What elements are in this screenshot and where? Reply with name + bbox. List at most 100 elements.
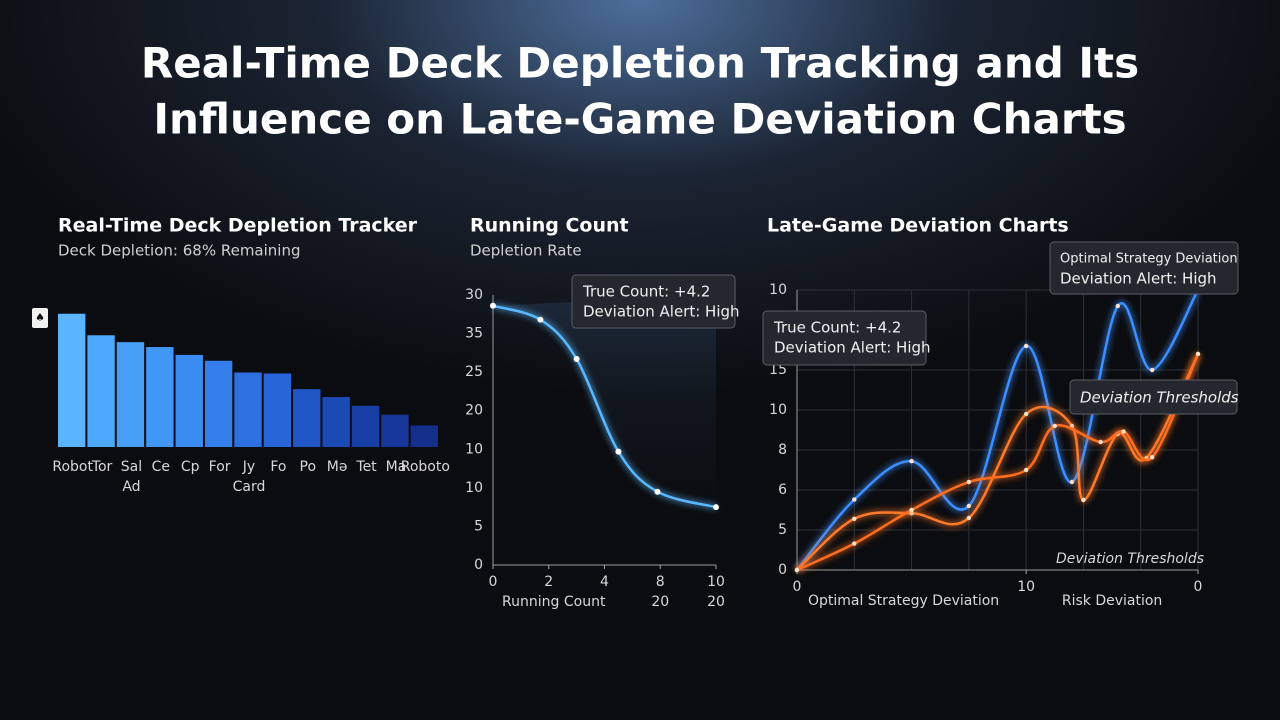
line — [796, 353, 1200, 571]
bar — [381, 414, 409, 447]
x-tick-label: Ma — [386, 459, 407, 475]
x-axis-label: 20 — [707, 594, 725, 610]
y-tick-label: 35 — [465, 326, 483, 342]
x-tick-label: 0 — [793, 579, 802, 595]
x-tick-label: 10 — [1017, 579, 1035, 595]
x-tick-label: For — [209, 459, 231, 475]
point — [1052, 423, 1057, 429]
x-tick-label: Sal — [121, 459, 142, 475]
area — [493, 295, 716, 508]
bar — [87, 335, 115, 447]
x-tick-label: Tor — [91, 459, 113, 475]
point — [966, 479, 972, 485]
x-tick-label: Roboto — [401, 459, 450, 475]
y-tick-label: 6 — [778, 482, 787, 498]
point — [1023, 467, 1029, 473]
point — [1081, 497, 1086, 503]
x-axis-label: Running Count — [502, 594, 606, 610]
point — [537, 316, 544, 323]
point — [1098, 439, 1103, 445]
x-tick-label: 0 — [489, 574, 498, 590]
bar — [116, 342, 145, 447]
y-tick-label: 10 — [465, 480, 483, 496]
y-tick-label: 8 — [778, 442, 787, 458]
x-tick-label: Fo — [270, 459, 286, 475]
bar — [58, 313, 86, 447]
annotation: Deviation Thresholds — [1056, 551, 1204, 567]
svg-text:♠: ♠ — [35, 311, 45, 324]
point — [1149, 367, 1155, 373]
tooltip-text: Optimal Strategy Deviation — [1060, 252, 1238, 267]
bar — [322, 397, 350, 447]
x-axis-label: Risk Deviation — [1062, 593, 1162, 609]
tooltip-text: True Count: +4.2 — [582, 283, 710, 301]
tooltip-text: True Count: +4.2 — [773, 319, 901, 337]
point — [909, 507, 914, 513]
point — [615, 448, 622, 455]
card-icon: ♠ — [32, 308, 48, 328]
point — [1195, 351, 1201, 357]
point — [1023, 411, 1029, 417]
bar — [146, 347, 174, 447]
x-tick-label: 4 — [600, 574, 609, 590]
x-tick-label: 8 — [656, 574, 665, 590]
tooltip-text: Deviation Thresholds — [1080, 389, 1239, 407]
x-tick-label: Ad — [122, 479, 140, 495]
bar — [204, 360, 233, 447]
bar — [293, 389, 321, 447]
x-tick-label: 0 — [1194, 579, 1203, 595]
tooltip: Optimal Strategy Deviation Deviation Ale… — [1049, 241, 1239, 295]
line — [796, 353, 1200, 572]
tooltip-text: Deviation Alert: High — [1060, 270, 1217, 288]
chart-title: Real-Time Deck Depletion Tracker — [58, 215, 418, 237]
point — [909, 459, 914, 464]
x-tick-label: Jy — [242, 459, 255, 475]
x-tick-label: Mə — [327, 459, 348, 475]
point — [654, 488, 661, 495]
point — [1121, 429, 1126, 434]
point — [1023, 343, 1029, 349]
point — [1149, 455, 1155, 460]
y-tick-label: 5 — [778, 522, 787, 538]
bar — [263, 373, 292, 447]
tooltip: True Count: +4.2 Deviation Alert: High — [762, 310, 931, 366]
point — [1115, 303, 1121, 309]
y-tick-label: 30 — [465, 287, 483, 303]
x-tick-label: Tet — [355, 459, 377, 475]
x-tick-label: Ce — [152, 459, 170, 475]
y-tick-label: 25 — [465, 364, 483, 380]
y-tick-label: 20 — [465, 403, 483, 419]
point — [490, 302, 496, 309]
x-tick-label: Po — [300, 459, 317, 475]
point — [966, 515, 972, 521]
y-tick-label: 10 — [465, 441, 483, 457]
y-tick-label: 10 — [769, 402, 787, 418]
x-tick-label: Cp — [181, 459, 200, 475]
bar — [175, 354, 203, 447]
x-axis-label: Optimal Strategy Deviation — [808, 593, 999, 609]
x-tick-label: 2 — [544, 574, 553, 590]
x-tick-label: Card — [233, 479, 266, 495]
tooltip-text: Deviation Alert: High — [583, 303, 740, 321]
page-title: Real-Time Deck Depletion Tracking and It… — [141, 39, 1139, 88]
chart-subtitle: Deck Depletion: 68% Remaining — [58, 242, 301, 260]
tooltip: Deviation Thresholds — [1069, 379, 1239, 415]
y-tick-label: 10 — [769, 282, 787, 298]
point — [713, 504, 719, 511]
point — [852, 541, 857, 546]
bar — [234, 372, 262, 447]
y-tick-label: 5 — [474, 518, 483, 534]
tooltip-text: Deviation Alert: High — [774, 339, 931, 357]
chart-title: Late-Game Deviation Charts — [767, 215, 1069, 237]
x-axis-label: 20 — [651, 594, 669, 610]
chart-subtitle: Depletion Rate — [470, 242, 582, 260]
page-title: Influence on Late-Game Deviation Charts — [153, 95, 1126, 144]
chart-title: Running Count — [470, 215, 629, 237]
tooltip: True Count: +4.2 Deviation Alert: High — [571, 274, 740, 329]
line — [796, 289, 1200, 571]
bar — [410, 425, 438, 447]
y-tick-label: 15 — [769, 362, 787, 378]
point — [573, 356, 580, 363]
